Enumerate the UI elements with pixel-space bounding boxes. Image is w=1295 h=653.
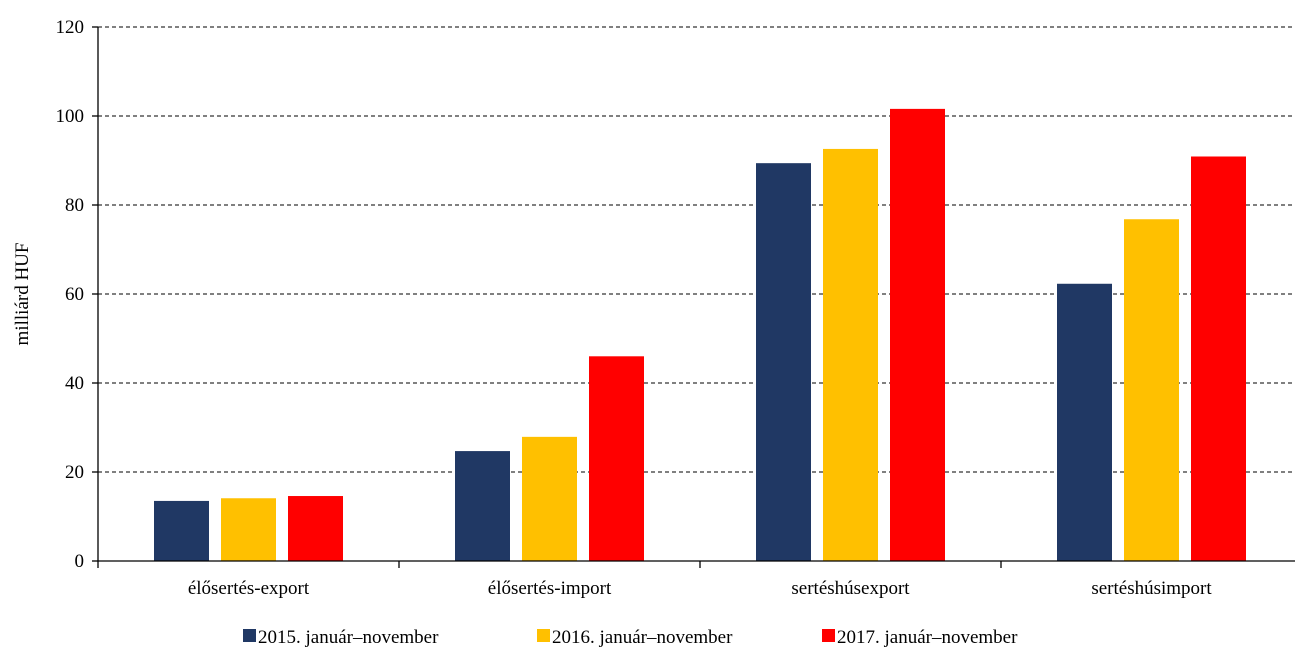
y-tick-label: 60 (65, 284, 84, 305)
axes (92, 26, 1295, 568)
bar (455, 451, 510, 561)
legend-label: 2016. január–november (552, 627, 733, 648)
bar (154, 500, 209, 561)
gridlines (98, 26, 1295, 473)
x-tick-label: élősertés-export (188, 578, 310, 599)
y-tick-label: 100 (56, 106, 85, 127)
bar (589, 356, 644, 561)
bar (1124, 219, 1179, 562)
x-tick-label: sertéshúsimport (1091, 578, 1212, 599)
x-tick-labels: élősertés-export élősertés-import sertéshú… (188, 578, 1213, 599)
y-axis-label: milliárd HUF (12, 243, 33, 346)
bar (756, 163, 811, 562)
x-tick-label: élősertés-import (488, 578, 612, 599)
y-tick-label: 40 (65, 373, 84, 394)
y-tick-label: 0 (75, 551, 85, 572)
bar (1057, 283, 1112, 561)
y-tick-label: 20 (65, 462, 84, 483)
bar (522, 436, 577, 561)
bar (890, 108, 945, 561)
y-tick-label: 80 (65, 195, 84, 216)
legend-swatch (243, 629, 256, 642)
legend-swatch (537, 629, 550, 642)
bar (221, 498, 276, 561)
bars (154, 108, 1246, 562)
y-tick-label: 120 (56, 17, 85, 38)
bar (288, 496, 343, 561)
legend-label: 2017. január–november (837, 627, 1018, 648)
legend-label: 2015. január–november (258, 627, 439, 648)
legend-swatch (822, 629, 835, 642)
legend: 2015. január–november 2016. január–novemb… (243, 627, 1018, 648)
bar (1191, 156, 1246, 561)
bar (823, 148, 878, 561)
x-tick-label: sertéshúsexport (791, 578, 910, 599)
y-tick-labels: 0 20 40 60 80 100 120 (56, 17, 85, 572)
